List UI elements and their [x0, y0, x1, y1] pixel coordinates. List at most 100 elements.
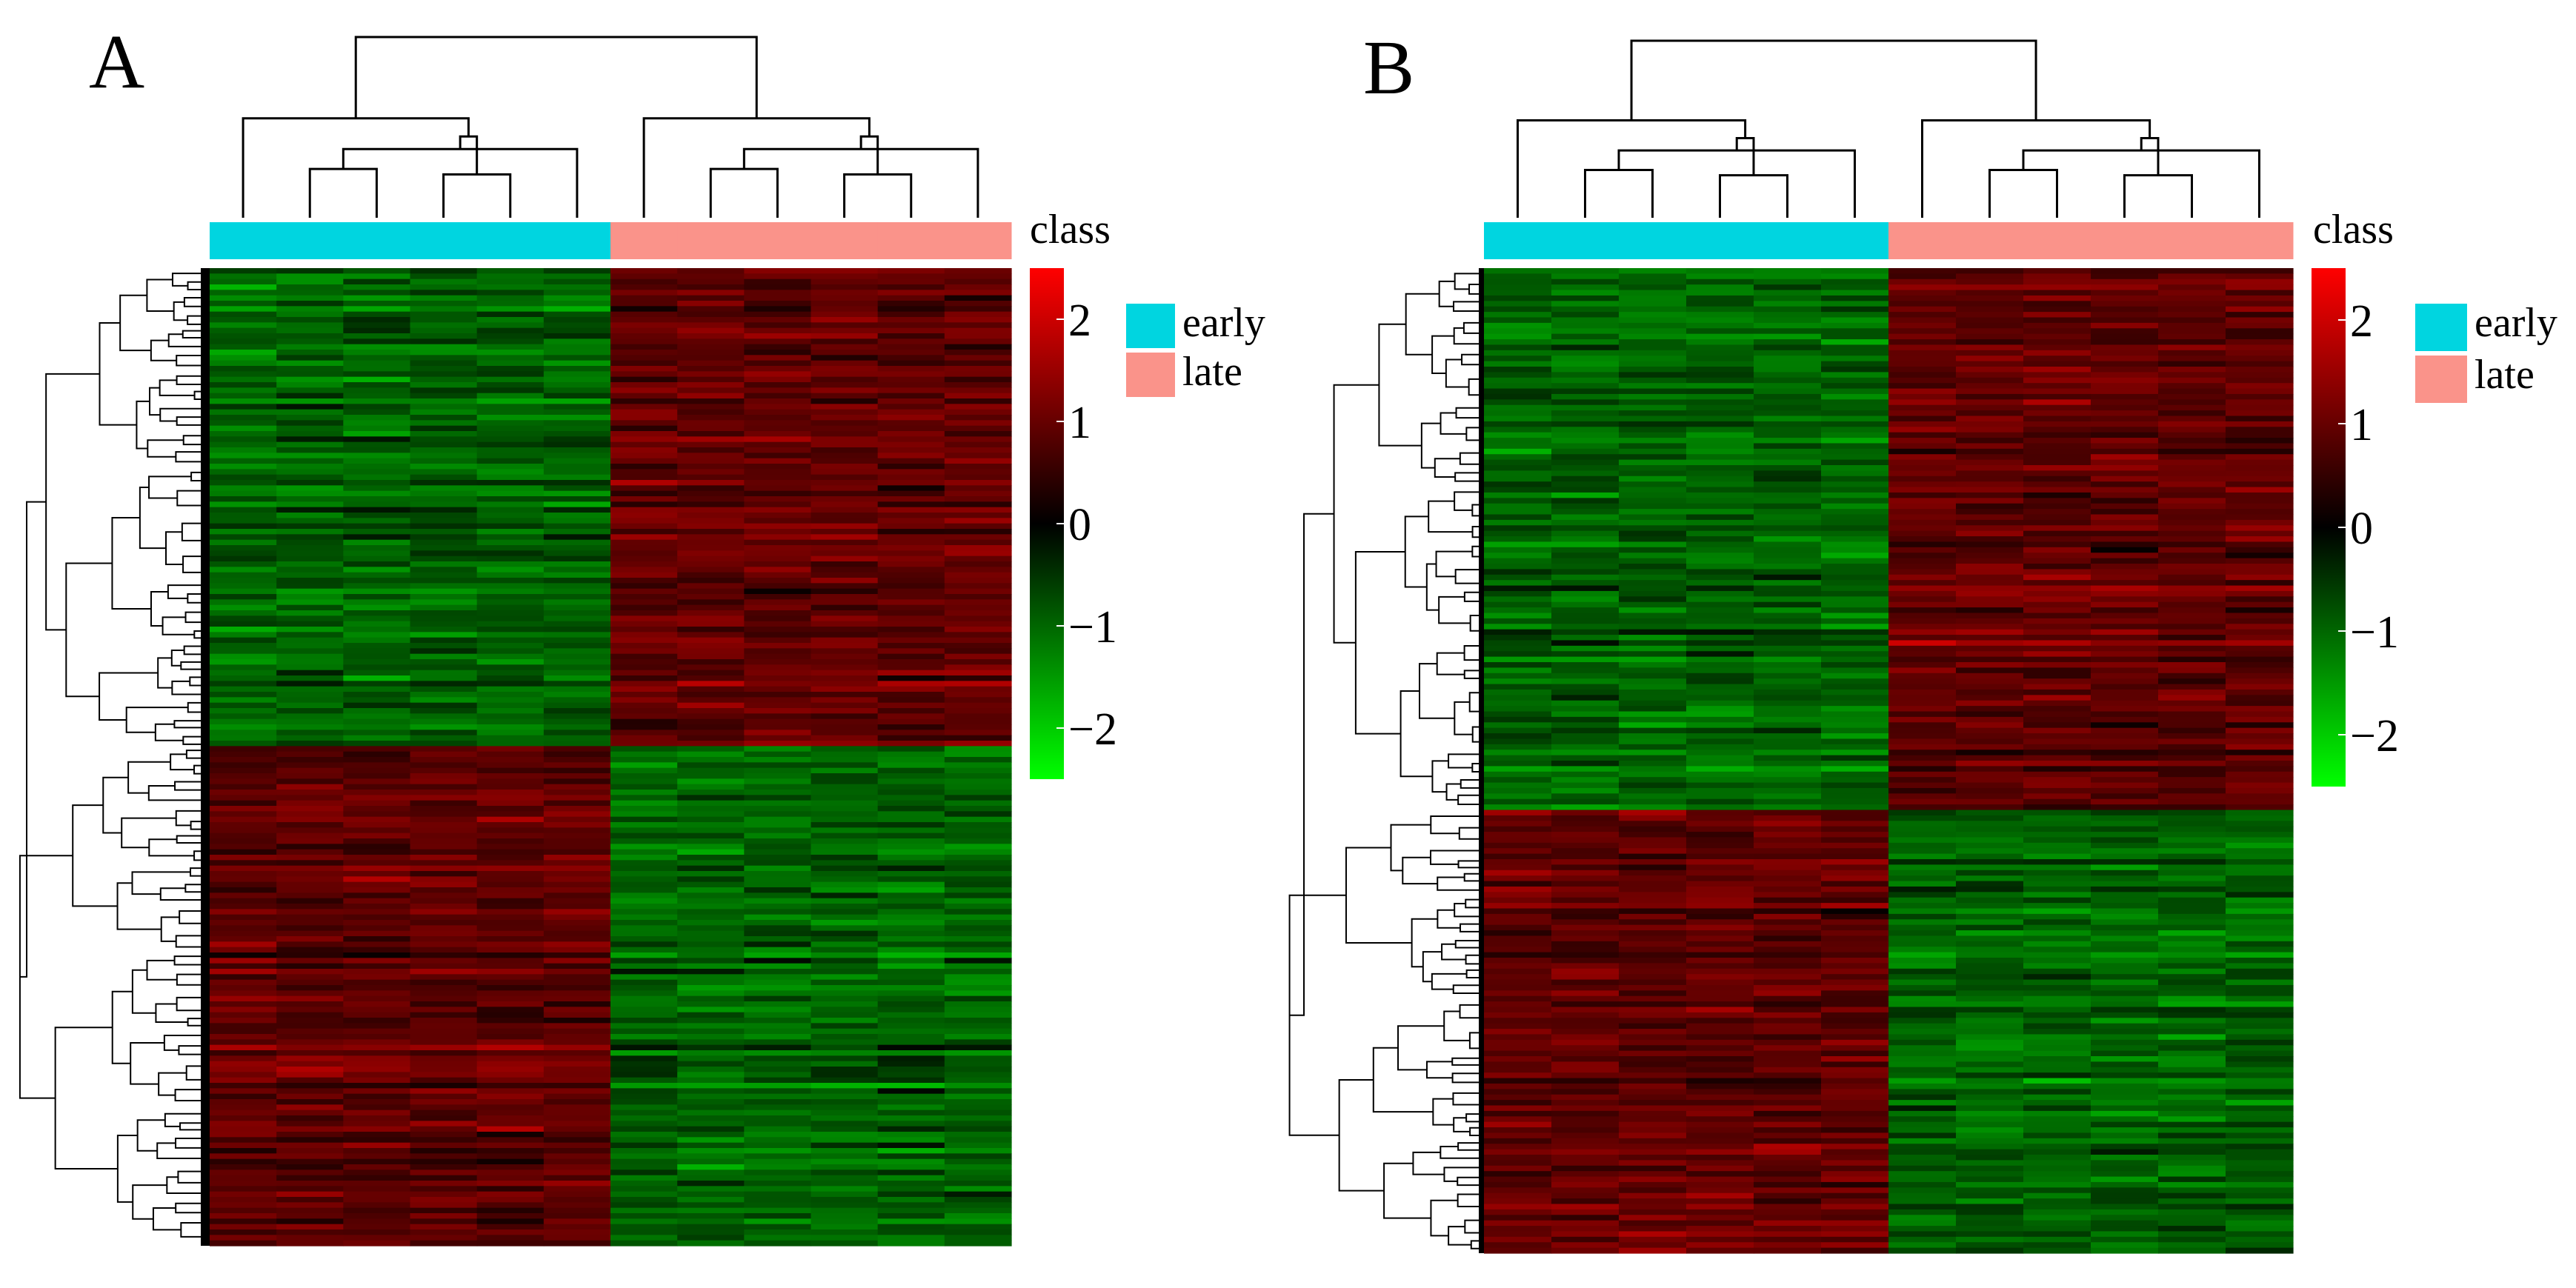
- heatmap-cell: [276, 284, 344, 290]
- heatmap-cell: [2091, 383, 2159, 390]
- heatmap-cell: [210, 360, 277, 367]
- heatmap-cell: [811, 268, 879, 274]
- heatmap-cell: [210, 969, 277, 975]
- heatmap-cell: [1956, 673, 2024, 679]
- heatmap-cell: [476, 773, 545, 779]
- heatmap-cell: [410, 1088, 478, 1095]
- heatmap-cell: [1888, 1023, 1957, 1030]
- heatmap-cell: [543, 1148, 611, 1154]
- heatmap-cell: [210, 615, 277, 622]
- heatmap-cell: [744, 572, 812, 578]
- heatmap-cell: [811, 643, 879, 649]
- heatmap-cell: [476, 1050, 545, 1056]
- heatmap-cell: [343, 762, 411, 769]
- heatmap-cell: [1956, 771, 2024, 778]
- heatmap-cell: [744, 1132, 812, 1138]
- heatmap-cell: [2023, 361, 2091, 367]
- heatmap-cell: [410, 904, 478, 910]
- heatmap-cell: [410, 1018, 478, 1024]
- heatmap-cell: [1619, 618, 1687, 624]
- heatmap-cell: [877, 1229, 945, 1235]
- heatmap-cell: [1754, 317, 1822, 324]
- heatmap-cell: [610, 757, 678, 763]
- heatmap-cell: [677, 822, 745, 828]
- heatmap-cell: [410, 1115, 478, 1121]
- heatmap-cell: [2023, 367, 2091, 373]
- heatmap-cell: [1484, 454, 1552, 461]
- heatmap-cell: [1484, 958, 1552, 964]
- heatmap-cell: [1821, 301, 1889, 307]
- heatmap-cell: [1888, 372, 1957, 378]
- heatmap-cell: [1754, 706, 1822, 713]
- heatmap-cell: [1956, 897, 2024, 904]
- heatmap-cell: [1754, 984, 1822, 991]
- heatmap-cell: [1619, 367, 1687, 373]
- heatmap-cell: [2023, 1192, 2091, 1199]
- heatmap-cell: [210, 708, 277, 714]
- heatmap-cell: [210, 425, 277, 432]
- heatmap-cell: [1888, 832, 1957, 838]
- heatmap-cell: [811, 881, 879, 888]
- heatmap-cell: [276, 594, 344, 600]
- heatmap-cell: [744, 1240, 812, 1247]
- heatmap-cell: [2158, 1144, 2226, 1150]
- heatmap-cell: [343, 501, 411, 508]
- heatmap-cell: [744, 963, 812, 970]
- heatmap-cell: [1484, 476, 1552, 482]
- heatmap-cell: [1619, 432, 1687, 438]
- heatmap-cell: [1686, 958, 1754, 964]
- heatmap-cell: [1821, 1007, 1889, 1013]
- heatmap-cell: [410, 398, 478, 404]
- heatmap-cell: [1821, 695, 1889, 701]
- heatmap-cell: [1754, 662, 1822, 668]
- heatmap-cell: [2226, 700, 2294, 707]
- heatmap-cell: [610, 832, 678, 839]
- heatmap-cell: [1619, 821, 1687, 827]
- heatmap-cell: [476, 979, 545, 986]
- heatmap-cell: [744, 1175, 812, 1181]
- heatmap-cell: [1888, 1100, 1957, 1107]
- heatmap-cell: [343, 985, 411, 991]
- heatmap-cell: [343, 643, 411, 649]
- heatmap-cell: [276, 757, 344, 763]
- heatmap-cell: [2226, 1132, 2294, 1139]
- row-branch: [1454, 903, 1482, 918]
- heatmap-cell: [677, 925, 745, 932]
- heatmap-cell: [2023, 427, 2091, 433]
- heatmap-cell: [1821, 459, 1889, 466]
- row-branch: [176, 416, 204, 426]
- heatmap-cell: [2226, 919, 2294, 926]
- heatmap-cell: [210, 376, 277, 383]
- heatmap-cell: [677, 936, 745, 942]
- heatmap-cell: [1888, 317, 1957, 324]
- heatmap-cell: [2226, 273, 2294, 280]
- heatmap-cell: [1956, 716, 2024, 723]
- heatmap-cell: [1956, 919, 2024, 926]
- heatmap-cell: [677, 583, 745, 590]
- heatmap-cell: [1888, 924, 1957, 931]
- heatmap-cell: [476, 1137, 545, 1144]
- heatmap-cell: [543, 1229, 611, 1235]
- heatmap-cell: [2091, 640, 2159, 647]
- heatmap-cell: [877, 567, 945, 573]
- heatmap-cell: [2226, 525, 2294, 532]
- heatmap-cell: [2023, 328, 2091, 335]
- heatmap-cell: [610, 301, 678, 307]
- heatmap-cell: [1686, 481, 1754, 488]
- heatmap-cell: [343, 757, 411, 763]
- heatmap-cell: [476, 1104, 545, 1111]
- heatmap-cell: [744, 333, 812, 339]
- heatmap-cell: [1888, 826, 1957, 832]
- heatmap-cell: [410, 806, 478, 812]
- heatmap-cell: [677, 1077, 745, 1084]
- heatmap-cell: [877, 648, 945, 655]
- heatmap-cell: [1821, 842, 1889, 849]
- heatmap-cell: [1754, 711, 1822, 718]
- heatmap-cell: [2158, 793, 2226, 800]
- heatmap-cell: [1888, 553, 1957, 559]
- heatmap-cell: [1551, 744, 1620, 750]
- heatmap-cell: [476, 1197, 545, 1203]
- heatmap-cell: [2158, 356, 2226, 362]
- heatmap-cell: [1686, 1176, 1754, 1183]
- heatmap-cell: [2091, 624, 2159, 630]
